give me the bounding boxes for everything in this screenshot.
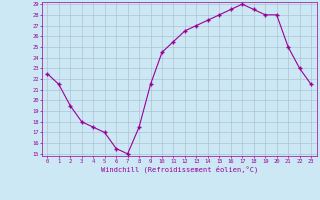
X-axis label: Windchill (Refroidissement éolien,°C): Windchill (Refroidissement éolien,°C) <box>100 165 258 173</box>
